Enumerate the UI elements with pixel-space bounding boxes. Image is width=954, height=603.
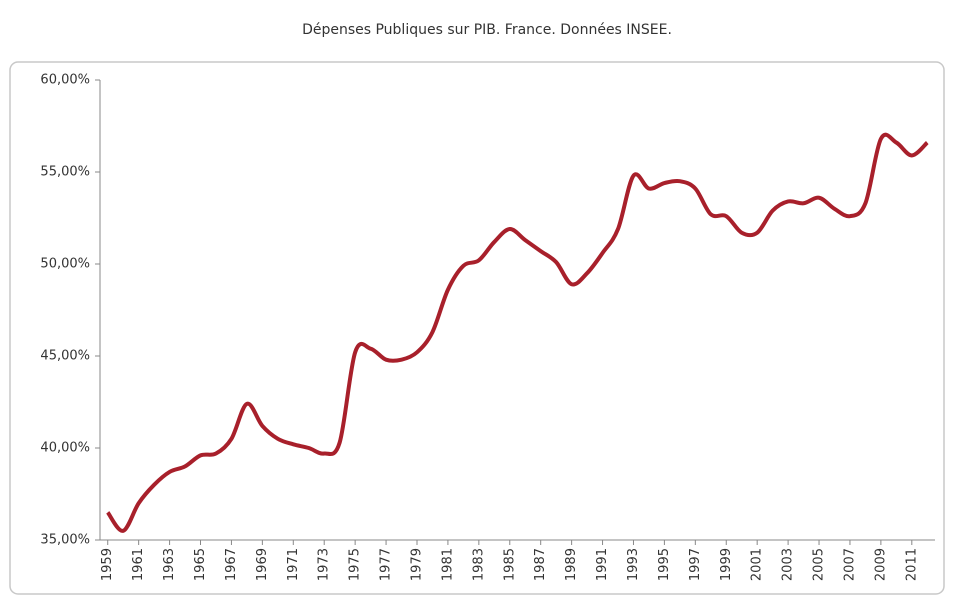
x-tick-label: 1961 bbox=[131, 548, 146, 581]
x-tick-label: 1985 bbox=[502, 548, 517, 581]
chart-frame bbox=[9, 61, 945, 595]
x-tick-label: 1973 bbox=[317, 548, 332, 581]
x-tick-label: 1995 bbox=[657, 548, 672, 581]
x-tick-label: 2005 bbox=[812, 548, 827, 581]
x-tick-label: 2001 bbox=[750, 548, 765, 581]
x-tick-label: 1999 bbox=[719, 548, 734, 581]
y-tick-label: 50,00% bbox=[40, 257, 90, 272]
y-tick-label: 40,00% bbox=[40, 441, 90, 456]
x-tick-label: 1969 bbox=[255, 548, 270, 581]
y-tick-label: 55,00% bbox=[40, 165, 90, 180]
x-tick-label: 1977 bbox=[379, 548, 394, 581]
x-tick-label: 1989 bbox=[564, 548, 579, 581]
x-tick-label: 2003 bbox=[781, 548, 796, 581]
x-tick-label: 1963 bbox=[162, 548, 177, 581]
chart-title: Dépenses Publiques sur PIB. France. Donn… bbox=[302, 22, 672, 38]
x-tick-label: 2007 bbox=[842, 548, 857, 581]
y-tick-label: 45,00% bbox=[40, 349, 90, 364]
x-tick-label: 1971 bbox=[286, 548, 301, 581]
x-tick-label: 1983 bbox=[471, 548, 486, 581]
x-tick-label: 1967 bbox=[224, 548, 239, 581]
x-tick-label: 1965 bbox=[193, 548, 208, 581]
y-tick-label: 35,00% bbox=[40, 533, 90, 548]
x-tick-label: 1979 bbox=[409, 548, 424, 581]
x-tick-label: 2011 bbox=[904, 548, 919, 581]
x-tick-label: 1959 bbox=[100, 548, 115, 581]
y-tick-label: 60,00% bbox=[40, 73, 90, 88]
x-tick-label: 2009 bbox=[873, 548, 888, 581]
x-tick-label: 1981 bbox=[440, 548, 455, 581]
x-tick-label: 1987 bbox=[533, 548, 548, 581]
x-tick-label: 1993 bbox=[626, 548, 641, 581]
x-tick-label: 1997 bbox=[688, 548, 703, 581]
x-tick-label: 1975 bbox=[348, 548, 363, 581]
x-tick-label: 1991 bbox=[595, 548, 610, 581]
data-line bbox=[106, 132, 929, 533]
